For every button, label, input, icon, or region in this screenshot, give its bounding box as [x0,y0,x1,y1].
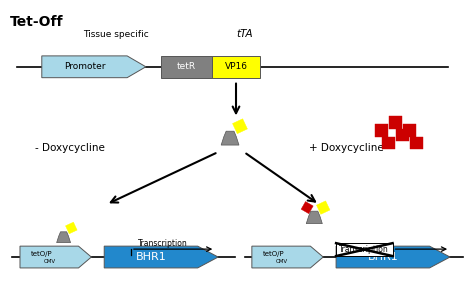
Text: tetO/P: tetO/P [263,251,284,257]
Polygon shape [233,119,247,134]
Polygon shape [410,137,423,149]
Text: Transcription: Transcription [138,239,188,248]
Text: tTA: tTA [237,29,253,39]
Polygon shape [317,201,330,214]
Text: Tet-Off: Tet-Off [10,15,64,29]
Polygon shape [375,124,388,137]
Polygon shape [389,116,402,129]
Text: tetR: tetR [177,62,196,71]
Polygon shape [383,137,395,149]
Polygon shape [221,131,239,145]
Text: + Doxycycline: + Doxycycline [310,143,384,153]
Text: BHR1: BHR1 [136,252,166,262]
Polygon shape [396,129,409,142]
Polygon shape [301,202,313,214]
Polygon shape [336,246,450,268]
Bar [161,56,212,78]
Text: Promoter: Promoter [64,62,105,71]
Text: Tissue specific: Tissue specific [83,30,149,39]
Text: VP16: VP16 [225,62,247,71]
Polygon shape [20,246,91,268]
Text: CMV: CMV [275,259,288,264]
Polygon shape [56,232,71,243]
Polygon shape [252,246,323,268]
Text: Transcription: Transcription [339,245,389,254]
Polygon shape [104,246,218,268]
Polygon shape [306,211,322,224]
Text: tetO/P: tetO/P [31,251,53,257]
Text: - Doxycycline: - Doxycycline [35,143,104,153]
Polygon shape [65,222,77,234]
Bar [212,56,260,78]
Polygon shape [42,56,146,78]
Text: CMV: CMV [44,259,56,264]
Polygon shape [403,124,416,137]
Text: BHR1: BHR1 [367,252,398,262]
Bar [336,243,392,256]
